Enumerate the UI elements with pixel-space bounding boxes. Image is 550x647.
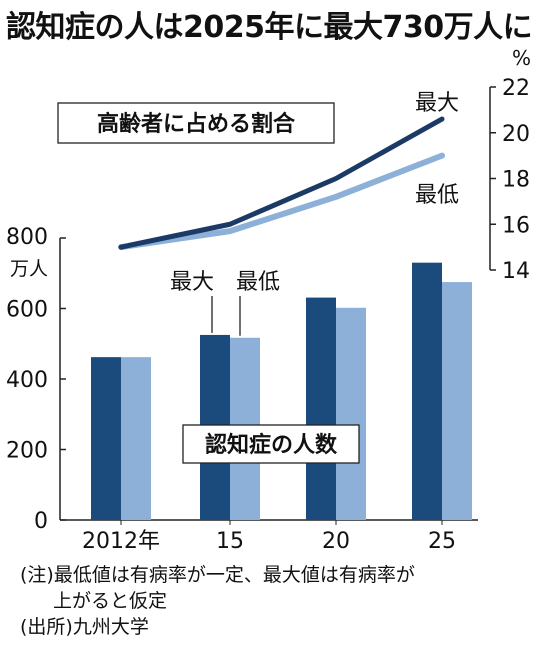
bar-y-tick-label: 600 — [6, 298, 48, 323]
bar-y-tick-label: 400 — [6, 368, 48, 393]
line-chart-label: 高齢者に占める割合 — [97, 111, 296, 137]
source-line: (出所)九州大学 — [20, 616, 149, 638]
line-series-max — [118, 116, 445, 250]
bar-x-tick-label: 20 — [322, 529, 350, 554]
bar-y-tick-label: 0 — [34, 509, 48, 534]
bar-y-tick-label: 200 — [6, 439, 48, 464]
note-line-2: 上がると仮定 — [53, 590, 168, 612]
bar-chart-label: 認知症の人数 — [205, 432, 338, 458]
line-y-unit: % — [512, 46, 531, 70]
bar-x-tick-label: 2012年 — [82, 529, 160, 554]
bar — [336, 307, 366, 520]
note-line-1: (注)最低値は有病率が一定、最大値は有病率が — [20, 564, 415, 586]
chart-title: 認知症の人は2025年に最大730万人に — [6, 10, 533, 45]
line-y-tick-label: 20 — [502, 122, 530, 147]
bar-legend-min: 最低 — [236, 270, 280, 295]
bar — [121, 357, 151, 520]
bar — [412, 262, 442, 520]
bar-x-tick-label: 25 — [428, 529, 456, 554]
notes: (注)最低値は有病率が一定、最大値は有病率が 上がると仮定 (出所)九州大学 — [20, 562, 415, 640]
bar-y-tick-label: 800 — [6, 225, 48, 250]
line-y-tick-label: 16 — [502, 213, 530, 238]
bar-x-tick-label: 15 — [216, 529, 244, 554]
line-y-tick-label: 18 — [502, 168, 530, 193]
line-label-min: 最低 — [415, 183, 459, 208]
bar — [91, 357, 121, 520]
line-label-max: 最大 — [415, 91, 459, 116]
line-y-tick-label: 22 — [502, 76, 530, 101]
line-series-min — [118, 152, 445, 251]
bar — [442, 282, 472, 520]
bar-label-box — [182, 424, 360, 464]
line-label-box — [57, 102, 335, 144]
bar — [306, 297, 336, 520]
bar-legend-max: 最大 — [170, 270, 214, 295]
bar-y-unit: 万人 — [10, 258, 48, 280]
line-y-tick-label: 14 — [502, 259, 530, 284]
